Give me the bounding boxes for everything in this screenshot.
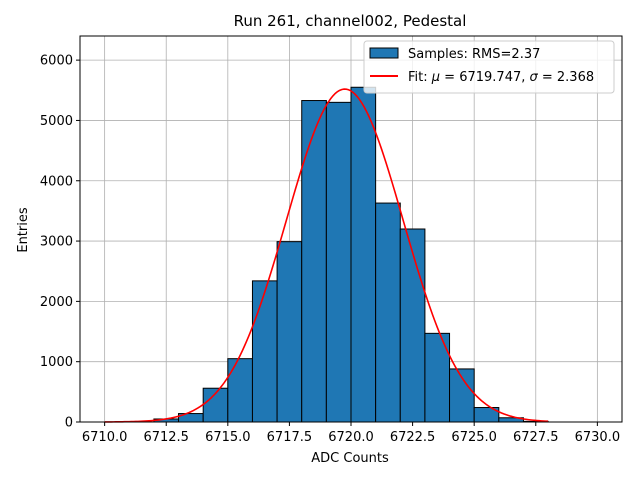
legend-samples-label: Samples: RMS=2.37 (408, 47, 540, 62)
legend-fit-label: Fit: μ = 6719.747, σ = 2.368 (408, 70, 594, 85)
fit-curve-layer (104, 88, 549, 423)
legend-samples-swatch (369, 47, 399, 59)
legend-fit-mu-value: = 6719.747, (440, 70, 529, 85)
histogram-bar (251, 280, 278, 423)
histogram-bar (227, 358, 253, 423)
y-tick-label: 6000 (40, 54, 73, 69)
histogram-bar (325, 101, 352, 423)
x-axis-ticks: 6710.0 6712.5 6715.0 6717.5 6720.0 6722.5 6725… (82, 422, 620, 445)
x-tick-label: 6727.5 (513, 430, 559, 445)
x-tick-label: 6730.0 (575, 430, 621, 445)
x-tick-label: 6720.0 (328, 430, 374, 445)
x-axis-label: ADC Counts (311, 451, 389, 466)
histogram-bar (276, 241, 303, 423)
legend-fit-sigma-symbol: σ (530, 70, 539, 85)
y-tick-label: 4000 (40, 174, 73, 189)
y-axis-label: Entries (16, 207, 31, 253)
legend-fit-prefix: Fit: (408, 70, 432, 85)
chart-title: Run 261, channel002, Pedestal (234, 12, 467, 30)
legend-box (363, 40, 615, 94)
y-axis-ticks: 0 1000 2000 3000 4000 5000 6000 (40, 54, 80, 431)
y-tick-label: 5000 (40, 114, 73, 129)
legend: Samples: RMS=2.37 Fit: μ = 6719.747, σ =… (363, 40, 615, 94)
x-tick-label: 6717.5 (267, 430, 313, 445)
x-tick-label: 6722.5 (390, 430, 436, 445)
y-tick-label: 0 (65, 416, 73, 431)
x-tick-label: 6710.0 (82, 430, 128, 445)
y-tick-label: 2000 (40, 295, 73, 310)
x-tick-label: 6712.5 (143, 430, 189, 445)
x-tick-label: 6715.0 (205, 430, 251, 445)
legend-fit-sigma-value: = 2.368 (538, 70, 594, 85)
legend-fit-mu-symbol: μ (431, 70, 440, 85)
y-tick-label: 3000 (40, 235, 73, 250)
histogram-bars (153, 86, 549, 423)
y-tick-label: 1000 (40, 355, 73, 370)
histogram-bar (301, 100, 327, 423)
histogram-bar (350, 86, 377, 423)
x-tick-label: 6725.0 (451, 430, 497, 445)
fit-curve (104, 88, 549, 423)
histogram-bar (375, 202, 401, 423)
histogram-bar (399, 228, 426, 423)
